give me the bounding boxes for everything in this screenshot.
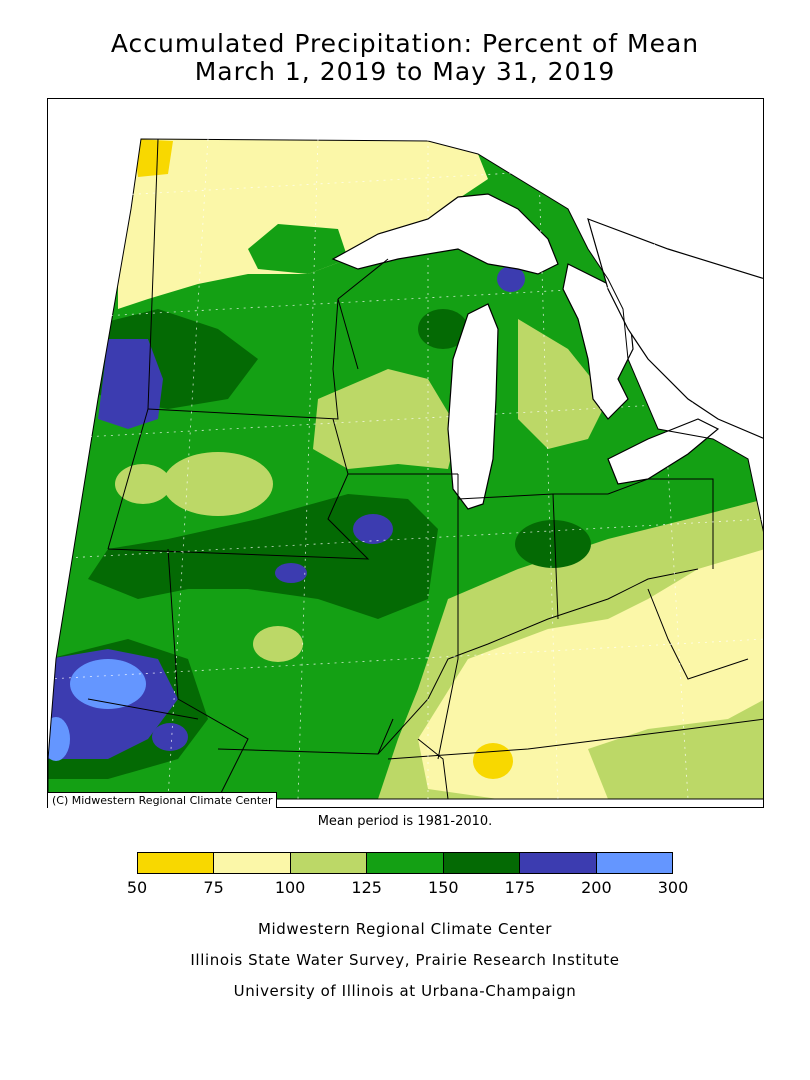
zone-100-125-island xyxy=(253,626,303,662)
zone-100-125-wisconsin xyxy=(313,369,458,469)
graticule xyxy=(48,138,763,800)
map-title: Accumulated Precipitation: Percent of Me… xyxy=(110,29,700,58)
credit-center: Midwestern Regional Climate Center xyxy=(257,920,553,938)
graticule-line xyxy=(167,138,209,800)
credit-university: University of Illinois at Urbana-Champai… xyxy=(233,982,577,1000)
lake-michigan xyxy=(447,303,499,510)
zone-175-200-small xyxy=(275,563,307,583)
copyright-notice: (C) Midwestern Regional Climate Center xyxy=(48,792,278,808)
credit-survey: Illinois State Water Survey, Prairie Res… xyxy=(190,951,620,969)
legend-swatch-125-150 xyxy=(367,853,444,873)
color-legend xyxy=(137,852,673,874)
zone-75-100-north xyxy=(118,139,488,309)
map-date-range: March 1, 2019 to May 31, 2019 xyxy=(194,57,616,86)
border-wi-up xyxy=(337,298,359,370)
legend-swatch-175-200 xyxy=(520,853,597,873)
canada-ontario xyxy=(587,218,763,439)
precipitation-map xyxy=(47,98,764,808)
zone-50-75-south xyxy=(473,743,513,779)
border-mo-ks xyxy=(167,548,249,800)
border-ky-wv xyxy=(647,588,749,680)
border-mn-nd xyxy=(147,138,159,410)
mean-period-note: Mean period is 1981-2010. xyxy=(317,814,493,829)
state-boundaries xyxy=(87,138,763,800)
border-il-in xyxy=(437,474,459,760)
legend-tick-label: 175 xyxy=(504,878,536,897)
border-sd-ia xyxy=(107,408,149,550)
border-ohio-river xyxy=(377,568,699,755)
zone-100-125-west xyxy=(115,464,171,504)
zone-175-200-up xyxy=(497,266,525,292)
zone-150-175-indiana xyxy=(515,520,591,568)
graticule-line xyxy=(537,138,559,800)
zone-175-200-nw xyxy=(98,339,163,429)
legend-swatch-150-175 xyxy=(443,853,521,873)
graticule-line xyxy=(647,138,689,800)
border-ky-tn xyxy=(387,718,763,760)
border-ia-mo xyxy=(107,473,370,560)
border-mn-wi-north xyxy=(337,258,389,300)
border-in-oh xyxy=(552,493,559,620)
zone-125-150-arrowhead xyxy=(248,224,348,274)
lake-superior xyxy=(331,193,559,275)
legend-tick-label: 200 xyxy=(581,878,612,897)
legend-swatch-100-125 xyxy=(290,853,368,873)
graticule-line xyxy=(48,158,763,200)
legend-tick-label: 50 xyxy=(126,878,148,897)
legend-tick-label: 150 xyxy=(428,878,459,897)
border-mn-ia-wi xyxy=(147,298,339,420)
legend-swatch-50-75 xyxy=(138,853,215,873)
legend-tick-label: 125 xyxy=(351,878,382,897)
map-canvas xyxy=(48,138,763,800)
legend-swatch-75-100 xyxy=(214,853,291,873)
graticule-line xyxy=(48,518,763,560)
graticule-line xyxy=(48,638,763,680)
border-ks-ok xyxy=(87,698,199,720)
zone-150-175-up xyxy=(418,309,468,349)
legend-tick-label: 100 xyxy=(274,878,306,897)
border-tn-ms xyxy=(417,738,449,800)
zone-200-300-sw xyxy=(70,659,146,709)
zone-175-200-sw2 xyxy=(152,723,188,751)
zone-100-125-michigan xyxy=(518,319,608,449)
graticule-line xyxy=(297,138,319,800)
zone-100-125-iowa xyxy=(163,452,273,516)
legend-tick-label: 75 xyxy=(203,878,224,897)
graticule-line xyxy=(48,278,763,320)
zone-175-200-iowa xyxy=(353,514,393,544)
legend-swatch-200-300 xyxy=(596,853,672,873)
zone-100-125-kentucky xyxy=(588,699,763,799)
border-oh-pa xyxy=(607,478,714,569)
zone-50-75-nw xyxy=(133,139,173,177)
legend-tick-label: 300 xyxy=(657,878,689,897)
graticule-line xyxy=(48,398,763,440)
zone-150-175-central xyxy=(88,494,438,619)
region-outline xyxy=(48,138,763,800)
